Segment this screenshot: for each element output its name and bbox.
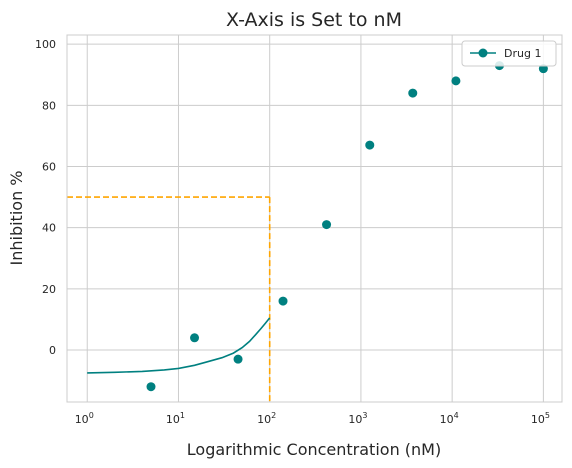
fit-curve-layer	[87, 317, 271, 374]
legend-point-marker	[478, 48, 488, 58]
x-axis-label: Logarithmic Concentration (nM)	[187, 440, 441, 459]
y-tick-label: 100	[35, 38, 56, 51]
x-tick-label: 100	[75, 411, 94, 426]
data-point	[451, 76, 461, 86]
data-point	[146, 382, 156, 392]
y-tick-label: 60	[42, 161, 56, 174]
x-tick-label: 105	[531, 411, 550, 426]
y-tick-label: 0	[49, 344, 56, 357]
legend-box	[461, 40, 557, 67]
x-tick-label: 104	[440, 411, 459, 426]
plot-frame	[66, 34, 563, 403]
legend: Drug 1	[461, 40, 557, 67]
data-points	[146, 61, 548, 392]
data-point	[278, 296, 288, 306]
legend-label: Drug 1	[504, 47, 541, 60]
x-axis-ticks: 100 101 102 103 104 105	[75, 411, 550, 426]
data-point	[233, 354, 243, 364]
y-tick-label: 20	[42, 283, 56, 296]
y-tick-label: 80	[42, 99, 56, 112]
y-tick-label: 40	[42, 222, 56, 235]
reference-lines	[67, 196, 271, 402]
chart-title: X-Axis is Set to nM	[226, 9, 402, 31]
y-axis-label: Inhibition %	[7, 171, 26, 266]
x-tick-label: 103	[348, 411, 367, 426]
y-axis-ticks: 0 20 40 60 80 100	[35, 38, 56, 357]
data-point	[322, 220, 332, 230]
grid	[67, 35, 562, 402]
data-point	[190, 333, 200, 343]
x-tick-label: 102	[257, 411, 276, 426]
data-point	[365, 140, 375, 150]
x-tick-label: 101	[166, 411, 185, 426]
fit-curve-line	[87, 317, 271, 374]
data-point	[408, 88, 418, 98]
